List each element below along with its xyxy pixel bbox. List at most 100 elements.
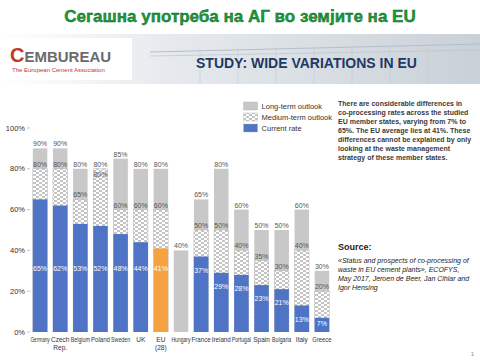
- data-label: 85%: [114, 151, 128, 158]
- x-tick-label-line: Rep.: [53, 344, 67, 352]
- data-label: 80%: [154, 161, 168, 168]
- x-tick-label: UK: [136, 336, 146, 343]
- data-label: 65%: [33, 265, 47, 272]
- data-label: 60%: [234, 202, 248, 209]
- source-text-line: waste in EU cement plants», ECOFYS,: [338, 266, 459, 274]
- data-label: 40%: [295, 242, 309, 249]
- x-tick-label: France: [192, 336, 211, 343]
- y-tick: [27, 209, 30, 210]
- data-label: 50%: [255, 222, 269, 229]
- bar: [214, 230, 228, 332]
- bar: [194, 257, 208, 332]
- x-tick-label: CzechRep.: [51, 336, 70, 352]
- x-tick-label-line: Sweden: [111, 336, 130, 343]
- bar: [315, 318, 329, 332]
- data-label: 60%: [134, 202, 148, 209]
- banner: [0, 34, 480, 84]
- x-tick-label: Hungary: [171, 336, 191, 344]
- x-tick-label: Ireland: [212, 336, 232, 343]
- bar: [133, 242, 147, 332]
- logo-box: [4, 38, 132, 80]
- x-tick-label-line: Czech: [51, 336, 70, 343]
- bar: [93, 169, 107, 332]
- bar: [214, 169, 228, 332]
- bar: [254, 285, 268, 332]
- x-tick-label: Germany: [31, 336, 51, 344]
- data-label: 50%: [214, 222, 228, 229]
- data-label: 23%: [255, 295, 269, 302]
- note-line: EU member states, varying from 7% to: [338, 118, 466, 126]
- bar: [194, 230, 208, 332]
- y-tick-label: 20%: [10, 287, 25, 296]
- bar: [93, 169, 107, 332]
- bar: [33, 199, 47, 332]
- bar: [154, 248, 168, 332]
- legend-label: Long-term outlook: [262, 102, 323, 111]
- y-tick-label: 0%: [14, 328, 25, 337]
- bar: [214, 273, 228, 332]
- bar: [53, 169, 67, 332]
- data-label: 60%: [114, 202, 128, 209]
- y-tick-label: 80%: [10, 164, 25, 173]
- logo-name: CEMBUREAU: [10, 44, 111, 66]
- data-label: 80%: [214, 161, 228, 168]
- bar: [73, 199, 87, 332]
- bar: [234, 275, 248, 332]
- data-label: 62%: [53, 265, 67, 272]
- data-label: 21%: [275, 299, 289, 306]
- bar: [295, 250, 309, 332]
- bar: [194, 199, 208, 332]
- bar: [254, 230, 268, 332]
- bar: [113, 234, 127, 332]
- bar: [133, 169, 147, 332]
- data-label: 65%: [194, 191, 208, 198]
- x-tick-label-line: France: [192, 336, 211, 343]
- x-tick-label-line: EU: [156, 336, 165, 343]
- y-tick: [27, 332, 30, 333]
- source-text: «Status and prospects of co-processing o…: [338, 257, 470, 292]
- x-tick-label-line: Bulgaria: [272, 336, 291, 344]
- bar: [154, 210, 168, 332]
- bar: [53, 148, 67, 332]
- data-label: 41%: [154, 265, 168, 272]
- logo-rest: EMBUREAU: [24, 48, 111, 65]
- bar: [234, 250, 248, 332]
- data-label: 20%: [315, 283, 329, 290]
- note-line: strategy of these member states.: [338, 154, 447, 162]
- data-label: 7%: [317, 320, 327, 327]
- x-tick-label: EU(28): [155, 336, 167, 352]
- source-text-line: «Status and prospects of co-processing o…: [338, 257, 470, 265]
- bar: [33, 148, 47, 332]
- bar: [93, 226, 107, 332]
- data-label: 44%: [134, 265, 148, 272]
- bar: [73, 224, 87, 332]
- logo-initial: C: [10, 44, 24, 66]
- x-tick-label: Spain: [253, 336, 270, 344]
- bar: [295, 305, 309, 332]
- bar: [33, 169, 47, 332]
- bar: [274, 271, 288, 332]
- x-tick-label: Italy: [296, 336, 309, 344]
- x-tick-label: Poland: [91, 336, 110, 343]
- source-text-line: May 2017, Jeroen de Beer, Jan Cihlar and: [338, 275, 470, 283]
- data-label: 65%: [73, 191, 87, 198]
- data-label: 52%: [93, 265, 107, 272]
- note: There are considerable differences inco-…: [338, 100, 471, 162]
- data-label: 40%: [174, 242, 188, 249]
- x-tick-label-line: Germany: [31, 336, 51, 344]
- y-tick: [27, 128, 30, 129]
- source-heading: Source:: [338, 242, 372, 252]
- bar: [73, 169, 87, 332]
- x-tick-label-line: Poland: [91, 336, 110, 343]
- bar: [113, 210, 127, 332]
- bar: [274, 230, 288, 332]
- data-label: 80%: [93, 161, 107, 168]
- data-label: 80%: [53, 161, 67, 168]
- data-label: 80%: [134, 161, 148, 168]
- y-tick: [27, 291, 30, 292]
- legend-swatch: [244, 113, 258, 121]
- bar: [254, 261, 268, 332]
- data-label: 80%: [33, 161, 47, 168]
- data-label: 29%: [214, 283, 228, 290]
- data-label: 60%: [154, 202, 168, 209]
